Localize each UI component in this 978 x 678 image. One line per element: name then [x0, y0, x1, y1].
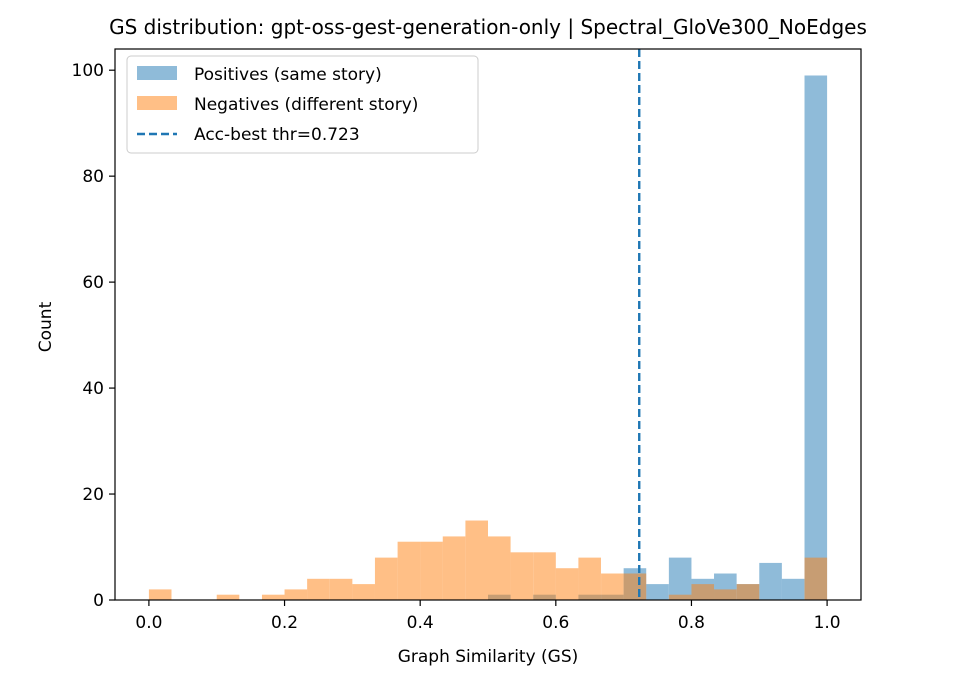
legend-swatch-positives	[137, 66, 177, 80]
bar-negatives	[397, 541, 421, 600]
bar-negatives	[374, 557, 398, 600]
bar-positives	[646, 584, 669, 600]
bar-negatives	[623, 573, 647, 600]
bar-negatives	[488, 536, 511, 600]
x-tick-label: 0.6	[542, 613, 569, 633]
bar-negatives	[329, 578, 353, 600]
legend-label-threshold: Acc-best thr=0.723	[194, 125, 360, 145]
x-tick-label: 0.2	[271, 613, 298, 633]
bar-negatives	[465, 520, 488, 600]
bar-negatives	[736, 584, 760, 600]
x-axis-label: Graph Similarity (GS)	[398, 647, 579, 667]
bar-positives	[759, 562, 782, 600]
bar-negatives	[804, 557, 828, 600]
bar-negatives	[578, 557, 601, 600]
y-tick-label: 20	[82, 485, 104, 505]
chart-title: GS distribution: gpt-oss-gest-generation…	[109, 15, 867, 39]
bar-positives	[781, 578, 805, 600]
bar-negatives	[420, 541, 443, 600]
bar-negatives	[601, 573, 624, 600]
y-tick-label: 100	[72, 61, 104, 81]
bars-group	[148, 75, 828, 600]
bar-negatives	[691, 584, 715, 600]
y-tick-label: 80	[82, 167, 104, 187]
x-tick-label: 1.0	[814, 613, 841, 633]
bar-negatives	[533, 552, 556, 600]
bar-negatives	[352, 584, 375, 600]
legend-swatch-negatives	[137, 96, 177, 110]
bar-negatives	[284, 589, 308, 600]
y-axis-label: Count	[36, 301, 56, 352]
y-tick-label: 60	[82, 273, 104, 293]
bar-negatives	[216, 594, 240, 600]
bar-negatives	[442, 536, 466, 600]
legend: Positives (same story) Negatives (differ…	[126, 55, 479, 154]
axes-frame	[114, 48, 862, 601]
bar-negatives	[261, 594, 285, 600]
bar-negatives	[148, 589, 172, 600]
plot-area: 0.0 0.2 0.4 0.6 0.8 1.0 0 20 40 60 80 100	[72, 48, 862, 633]
bar-positives	[804, 75, 828, 600]
y-tick-label: 40	[82, 379, 104, 399]
legend-frame	[126, 55, 479, 154]
bar-negatives	[668, 594, 692, 600]
bar-positives	[668, 557, 692, 600]
legend-label-positives: Positives (same story)	[194, 65, 382, 85]
x-tick-label: 0.8	[678, 613, 705, 633]
x-tick-label: 0.0	[135, 613, 162, 633]
bar-negatives	[555, 568, 579, 600]
legend-label-negatives: Negatives (different story)	[194, 95, 418, 115]
bar-negatives	[307, 578, 330, 600]
x-tick-label: 0.4	[407, 613, 434, 633]
y-tick-label: 0	[93, 591, 104, 611]
bar-negatives	[510, 552, 534, 600]
bar-negatives	[714, 589, 737, 600]
